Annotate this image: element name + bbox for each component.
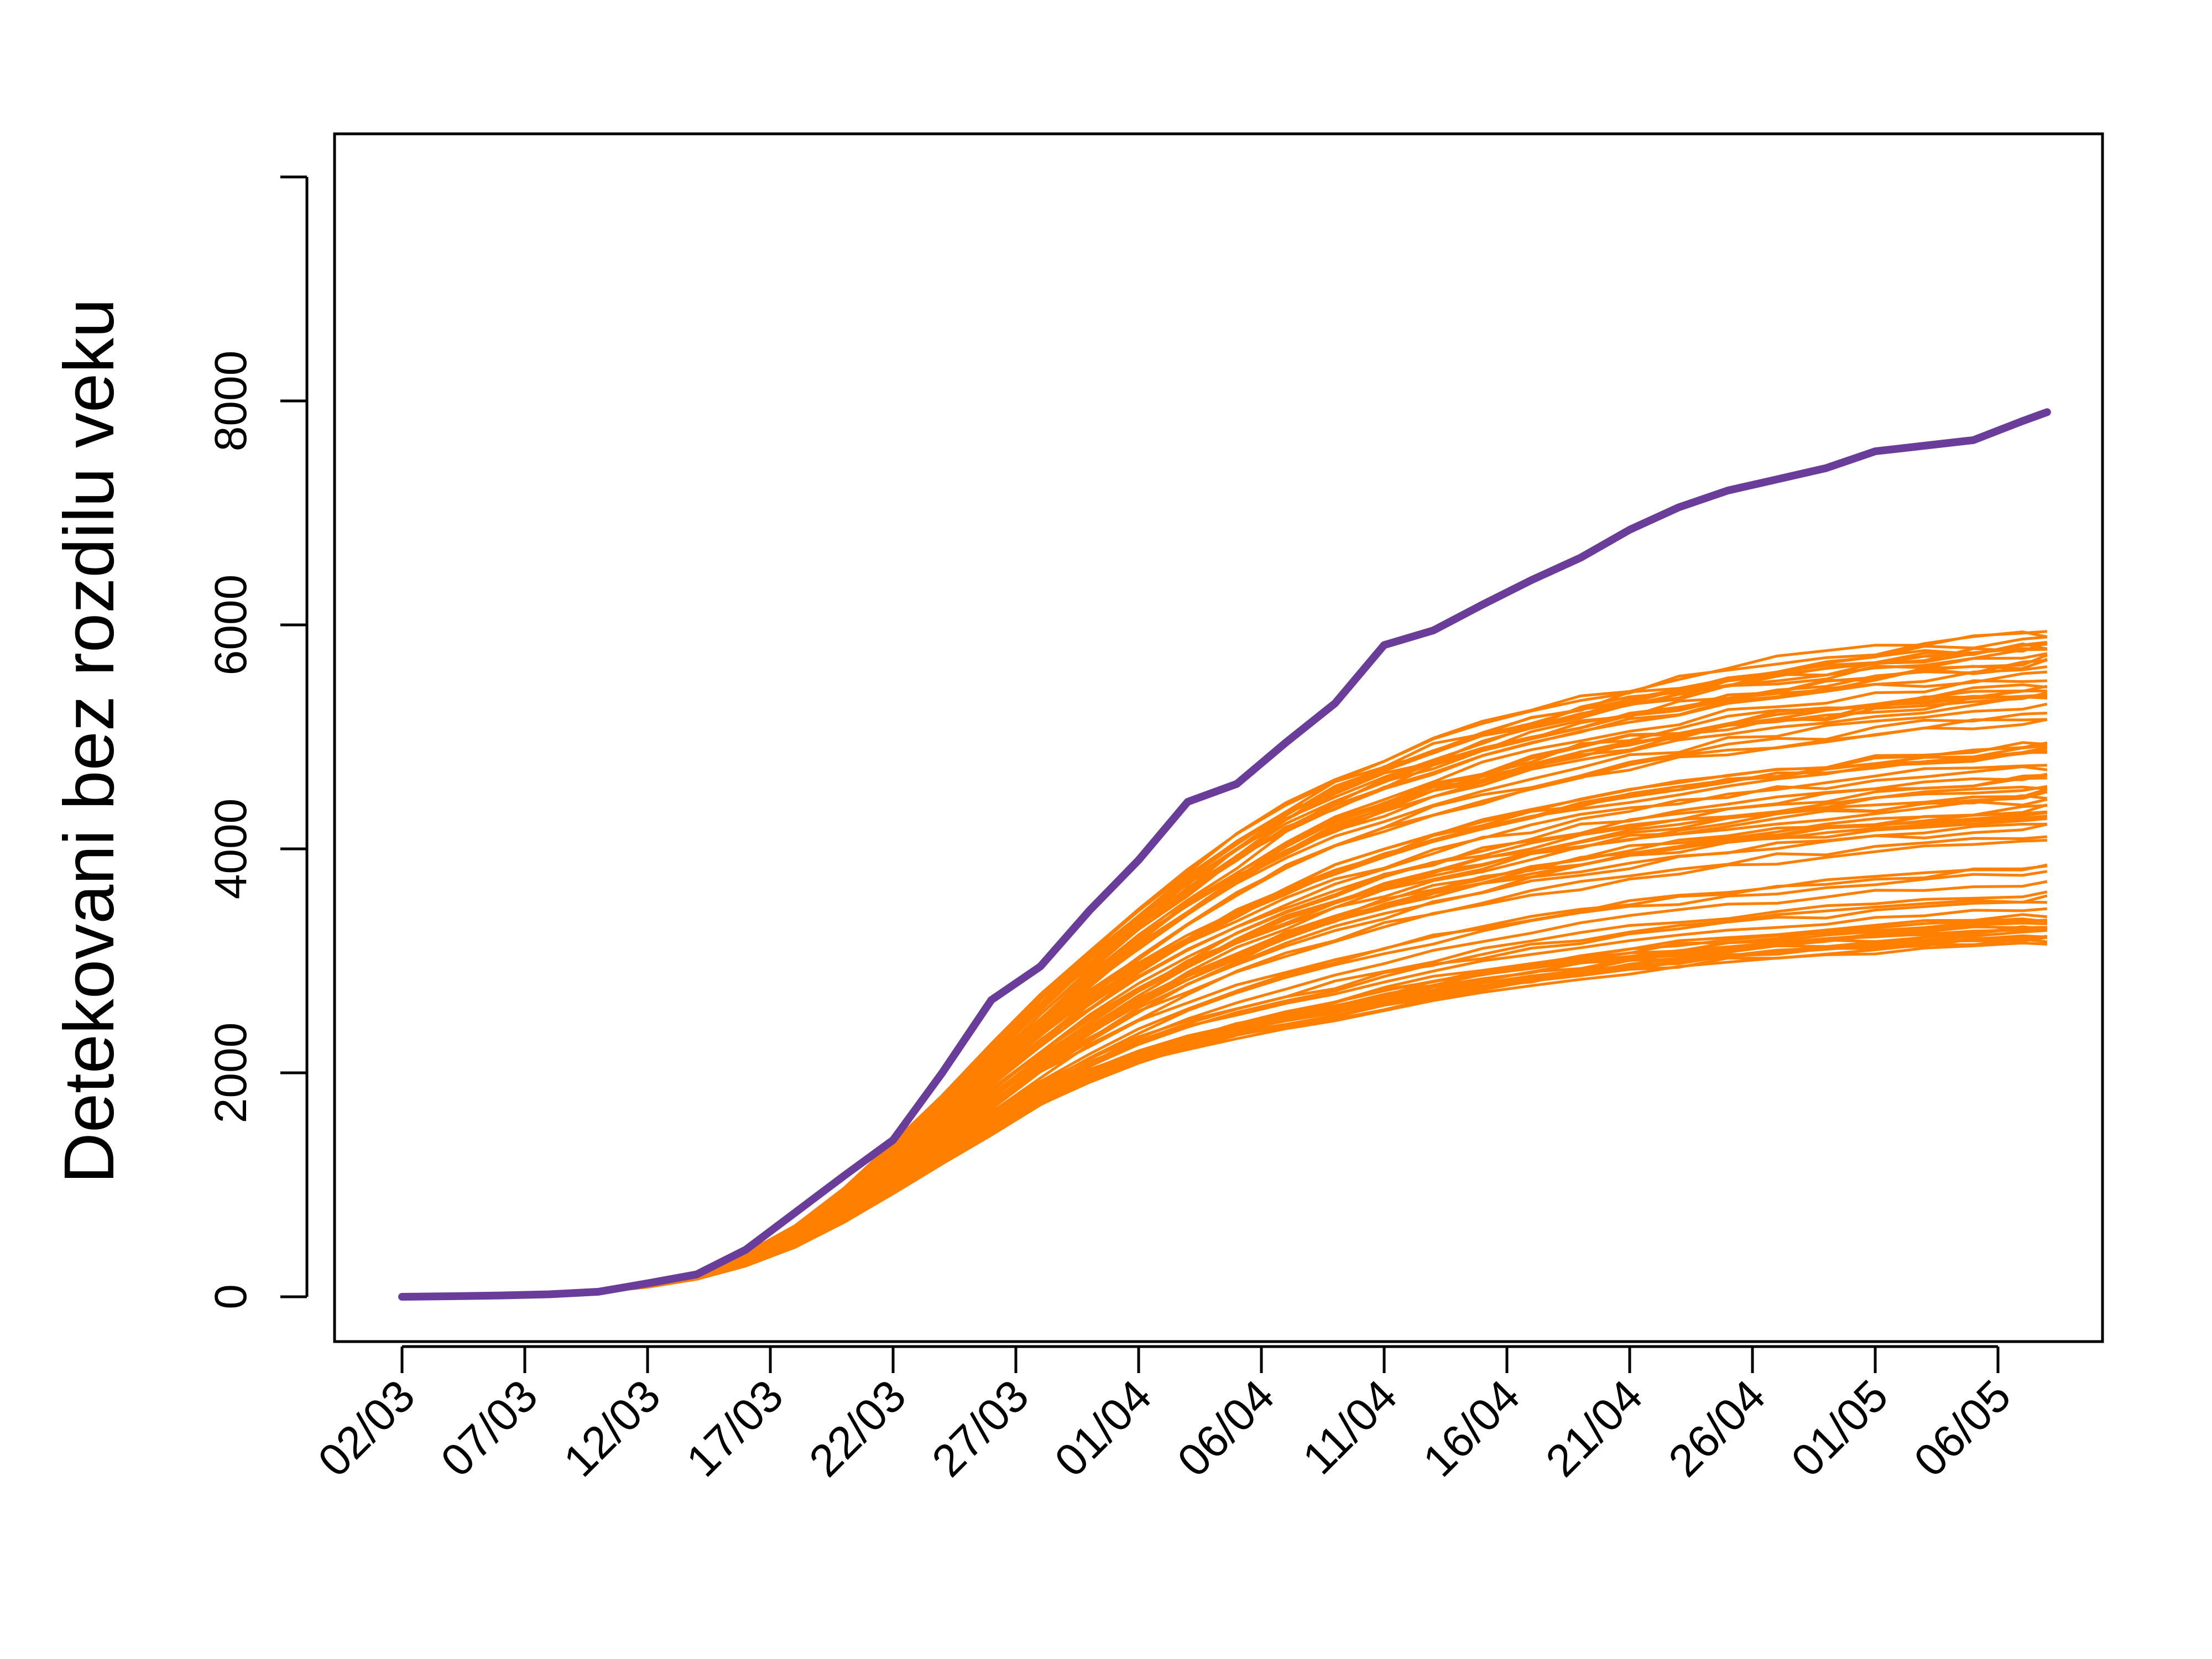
- simulation-line: [401, 823, 2048, 1298]
- simulation-line: [401, 659, 2047, 1298]
- simulation-line: [401, 751, 2047, 1298]
- simulation-line: [401, 926, 2048, 1298]
- x-tick-label: 06/05: [1905, 1370, 2020, 1486]
- simulation-line: [401, 835, 2047, 1298]
- simulation-line: [401, 794, 2048, 1298]
- x-tick-label: 11/04: [1293, 1370, 1407, 1484]
- simulation-line: [401, 921, 2047, 1298]
- x-tick-label: 26/04: [1659, 1370, 1775, 1486]
- x-tick-label: 01/05: [1782, 1370, 1897, 1486]
- simulation-line: [401, 864, 2048, 1298]
- plot-frame: [333, 132, 2104, 1343]
- simulation-line: [401, 926, 2047, 1298]
- simulation-line: [401, 741, 2047, 1298]
- simulation-line: [401, 690, 2047, 1298]
- simulation-line: [401, 936, 2048, 1298]
- y-tick-label: 4000: [206, 799, 256, 899]
- x-axis: 02/03 07/03 12/03 17/03 22/03 27/03 01/04 06/04…: [309, 1345, 2021, 1486]
- simulation-line: [401, 652, 2048, 1298]
- x-tick-label: 17/03: [677, 1370, 792, 1486]
- x-tick-label: 01/04: [1045, 1370, 1161, 1486]
- x-tick-label: 07/03: [431, 1370, 547, 1486]
- x-tick-label: 27/03: [922, 1370, 1038, 1486]
- simulation-line: [401, 670, 2047, 1298]
- simulation-line: [401, 822, 2047, 1298]
- simulation-lines: [401, 630, 2048, 1298]
- x-tick-label: 16/04: [1413, 1370, 1529, 1486]
- simulation-line: [401, 925, 2047, 1298]
- simulation-line: [401, 925, 2048, 1298]
- x-tick-label: 06/04: [1168, 1370, 1284, 1486]
- simulation-line: [401, 712, 2047, 1298]
- simulation-line: [401, 798, 2048, 1298]
- y-tick-label: 0: [206, 1284, 256, 1310]
- x-tick-label: 12/03: [554, 1370, 670, 1486]
- simulation-line: [401, 665, 2048, 1298]
- observed-line: [398, 408, 2051, 1301]
- y-axis-title: Detekovani bez rozdilu veku: [50, 299, 129, 1184]
- x-tick-label: 02/03: [309, 1370, 424, 1486]
- simulation-line: [401, 913, 2048, 1298]
- simulation-line: [401, 863, 2048, 1298]
- simulation-line: [401, 938, 2048, 1298]
- x-tick-label: 22/03: [800, 1370, 915, 1486]
- simulation-line: [401, 929, 2047, 1298]
- simulation-line: [401, 741, 2048, 1298]
- y-tick-label: 2000: [206, 1022, 256, 1123]
- y-tick-label: 6000: [206, 575, 256, 675]
- x-tick-label: 21/04: [1536, 1370, 1652, 1486]
- y-tick-label: 8000: [206, 351, 256, 451]
- simulation-line: [401, 926, 2048, 1298]
- simulation-line: [401, 803, 2048, 1298]
- simulation-line: [401, 702, 2048, 1298]
- y-axis: 0 2000 4000 6000 8000: [206, 175, 309, 1310]
- observed-line-group: [398, 408, 2051, 1301]
